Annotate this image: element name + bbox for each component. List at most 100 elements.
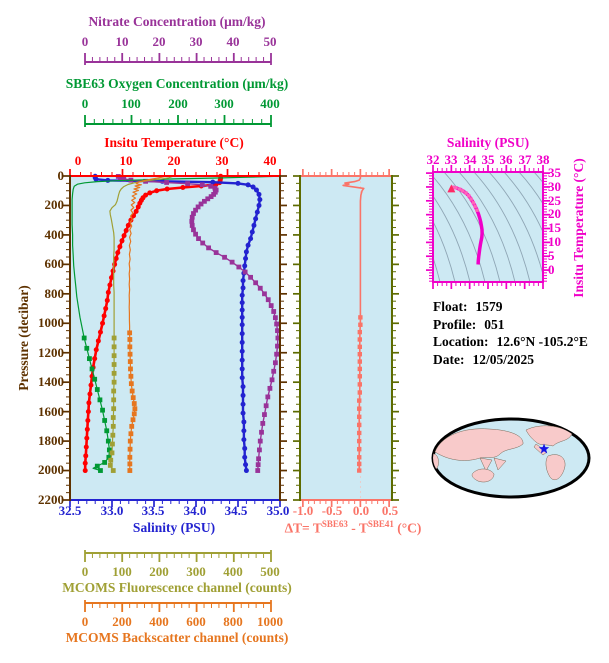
- fluorescence-axis-bar: [84, 550, 272, 562]
- landmass-australia: [471, 468, 495, 483]
- landmass-eurasia: [434, 428, 524, 461]
- map-landmasses: [433, 423, 582, 483]
- date-label: Date:: [433, 351, 465, 367]
- delta-t-plot: [293, 169, 399, 507]
- temperature-tick-label: 10: [119, 153, 133, 168]
- ts-salinity-tick-label: 34: [463, 152, 477, 167]
- ts-temperature-tick-label: 30: [548, 179, 561, 194]
- pressure-tick-label: 2000: [38, 462, 64, 477]
- pressure-tick-label: 1000: [38, 315, 64, 330]
- series-ts-curve-markers: [451, 185, 479, 212]
- ts-salinity-tick-label: 33: [444, 152, 458, 167]
- pressure-tick-label: 1800: [38, 433, 64, 448]
- salinity-tick-label: 34.0: [183, 503, 207, 518]
- pressure-tick-label: 200: [44, 197, 65, 212]
- landmass-north-america: [525, 425, 573, 447]
- salinity-tick-label: 33.5: [141, 503, 165, 518]
- landmass-se-asia: [493, 457, 507, 471]
- pressure-tick-label: 2200: [38, 492, 64, 507]
- nitrate-tick-label: 50: [263, 34, 277, 49]
- ts-salinity-tick-label: 37: [518, 152, 532, 167]
- ts-salinity-tick-label: 35: [481, 152, 495, 167]
- ts-temperature-tick-label: 10: [548, 234, 561, 249]
- landmass-india: [479, 457, 493, 472]
- ts-salinity-axis-title: Salinity (PSU): [446, 135, 530, 150]
- oxygen-axis-bar: [84, 115, 272, 127]
- backscatter-tick-label: 400: [149, 614, 169, 629]
- landmass-africa: [433, 453, 439, 470]
- salinity-tick-label: 33.0: [100, 503, 124, 518]
- backscatter-tick-label: 600: [186, 614, 206, 629]
- temperature-tick-label: 40: [263, 153, 277, 168]
- series-mcoms-backscatter-deep-markers: [127, 330, 138, 473]
- nitrate-axis-bar: [84, 53, 272, 65]
- delta-t-axis-title: ΔT= TSBE63 - TSBE41 (°C): [284, 519, 422, 536]
- location-value: 12.6°N -105.2°E: [496, 334, 588, 349]
- ts-temperature-axis-title: Insitu Temperature (°C): [571, 158, 586, 298]
- float-location-star: [538, 443, 550, 454]
- nitrate-axis-title: Nitrate Concentration (μm/kg): [88, 14, 266, 29]
- pressure-tick-label: 1600: [38, 404, 64, 419]
- temperature-tick-label: 0: [74, 153, 82, 168]
- backscatter-tick-label: 0: [81, 614, 89, 629]
- salinity-tick-label: 32.5: [58, 503, 82, 518]
- series-mcoms-fluorescence-deep-markers: [107, 335, 117, 473]
- oxygen-tick-label: 300: [214, 96, 234, 111]
- ts-salinity-tick-label: 36: [499, 152, 513, 167]
- location-label: Location:: [433, 334, 489, 349]
- profile-row: Profile: 051: [433, 316, 588, 334]
- ts-temperature-tick-label: 15: [548, 220, 561, 235]
- float-id-row: Float: 1579: [433, 298, 588, 316]
- fluorescence-tick-label: 100: [112, 564, 132, 579]
- backscatter-tick-label: 800: [223, 614, 243, 629]
- backscatter-tick-label: 200: [112, 614, 132, 629]
- fluorescence-tick-label: 200: [149, 564, 169, 579]
- oxygen-tick-label: 0: [81, 96, 89, 111]
- oxygen-axis-title: SBE63 Oxygen Concentration (μm/kg): [65, 76, 289, 91]
- pressure-tick-label: 400: [44, 227, 65, 242]
- salinity-axis-title: Salinity (PSU): [132, 520, 216, 535]
- temperature-tick-label: 30: [215, 153, 229, 168]
- isopycnal-contours: [433, 172, 543, 282]
- series-mcoms-fluorescence: [109, 176, 174, 471]
- nitrate-tick-label: 10: [115, 34, 129, 49]
- oxygen-tick-label: 200: [168, 96, 188, 111]
- backscatter-tick-label: 1000: [257, 614, 283, 629]
- world-map: [431, 417, 591, 499]
- ts-temperature-tick-label: 0: [548, 262, 555, 277]
- location-row: Location: 12.6°N -105.2°E: [433, 333, 588, 351]
- series-ts-surface-point: [447, 184, 456, 193]
- fluorescence-tick-label: 0: [81, 564, 89, 579]
- salinity-tick-label: 35.0: [266, 503, 290, 518]
- nitrate-tick-label: 40: [226, 34, 240, 49]
- oxygen-tick-label: 400: [260, 96, 280, 111]
- nitrate-tick-label: 20: [152, 34, 166, 49]
- float-label: Float:: [433, 299, 468, 314]
- profile-label: Profile:: [433, 316, 477, 332]
- profile-value: 051: [484, 316, 505, 332]
- profile-plot: [63, 169, 287, 507]
- series-salinity: [92, 173, 263, 474]
- pressure-tick-label: 800: [44, 286, 65, 301]
- nitrate-tick-label: 0: [81, 34, 89, 49]
- fluorescence-tick-label: 300: [186, 564, 206, 579]
- series-delta-t-deep-markers: [357, 315, 363, 473]
- pressure-tick-label: 1400: [38, 374, 64, 389]
- delta-t-tick-label: -0.5: [321, 503, 343, 518]
- temperature-axis-title: Insitu Temperature (°C): [104, 135, 244, 150]
- backscatter-axis-title: MCOMS Backscatter channel (counts): [65, 630, 289, 645]
- date-value: 12/05/2025: [472, 351, 534, 367]
- ts-plot: [426, 165, 550, 289]
- float-info: Float: 1579 Profile: 051 Location: 12.6°N -…: [433, 298, 588, 368]
- temperature-tick-label: 20: [167, 153, 181, 168]
- ts-temperature-tick-label: 5: [548, 248, 555, 263]
- nitrate-tick-label: 30: [189, 34, 203, 49]
- series-insitu-temperature: [82, 173, 224, 474]
- delta-t-tick-label: 0.5: [381, 503, 399, 518]
- pressure-tick-label: 600: [44, 256, 65, 271]
- series-nitrate: [115, 174, 281, 473]
- backscatter-axis-bar: [84, 600, 272, 612]
- ts-salinity-tick-label: 32: [426, 152, 440, 167]
- ts-temperature-tick-label: 35: [548, 165, 561, 180]
